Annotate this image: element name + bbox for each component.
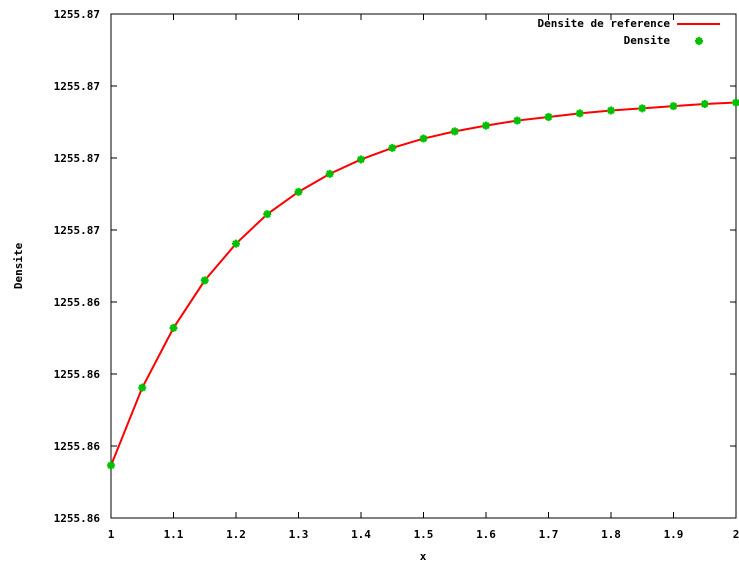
data-point <box>169 323 178 332</box>
data-point <box>607 106 615 115</box>
legend-marker-star <box>695 37 703 45</box>
x-tick-label: 1.2 <box>226 528 246 541</box>
x-tick-label: 1 <box>108 528 115 541</box>
data-point <box>325 169 334 178</box>
data-point <box>544 112 553 121</box>
x-axis-label: x <box>420 550 427 563</box>
data-point <box>138 383 147 392</box>
legend-label-densite: Densite <box>624 34 671 47</box>
x-tick-label: 1.6 <box>476 528 496 541</box>
data-point <box>700 100 709 108</box>
x-tick-label: 1.8 <box>601 528 621 541</box>
x-tick-label: 1.4 <box>351 528 371 541</box>
y-tick-label: 1255.87 <box>54 8 100 21</box>
data-point <box>482 121 490 130</box>
data-point <box>200 276 209 285</box>
legend-label-reference: Densite de reference <box>538 17 671 30</box>
y-tick-label: 1255.86 <box>54 296 101 309</box>
data-point <box>732 98 739 107</box>
data-point <box>232 239 240 248</box>
data-point <box>669 102 678 111</box>
x-tick-label: 2 <box>733 528 739 541</box>
tick-marks <box>110 13 737 519</box>
x-tick-label: 1.5 <box>414 528 434 541</box>
y-tick-label: 1255.87 <box>54 152 100 165</box>
data-point <box>357 155 365 164</box>
data-point <box>107 461 115 470</box>
y-tick-labels: 1255.86 1255.86 1255.86 1255.86 1255.87 1255.… <box>54 8 101 525</box>
data-point <box>388 143 397 152</box>
y-axis-label: Densite <box>12 242 25 289</box>
legend: Densite de reference Densite <box>538 17 720 47</box>
x-tick-labels: 1 1.1 1.2 1.3 1.4 1.5 1.6 1.7 1.8 1.9 2 <box>108 528 739 541</box>
y-tick-label: 1255.86 <box>54 512 101 525</box>
data-point <box>638 104 647 113</box>
x-tick-label: 1.3 <box>289 528 309 541</box>
data-point <box>419 134 428 143</box>
data-point <box>450 127 459 136</box>
data-point <box>294 187 303 196</box>
plot-frame <box>110 13 737 519</box>
series-layer <box>107 98 739 470</box>
x-tick-label: 1.1 <box>164 528 184 541</box>
x-tick-label: 1.7 <box>539 528 559 541</box>
data-point <box>575 109 584 118</box>
legend-marker-densite <box>695 37 703 45</box>
x-tick-label: 1.9 <box>664 528 684 541</box>
y-tick-label: 1255.86 <box>54 440 101 453</box>
data-point <box>263 210 272 219</box>
data-point <box>513 116 522 125</box>
y-tick-label: 1255.86 <box>54 368 101 381</box>
y-tick-label: 1255.87 <box>54 224 100 237</box>
y-tick-label: 1255.87 <box>54 80 100 93</box>
